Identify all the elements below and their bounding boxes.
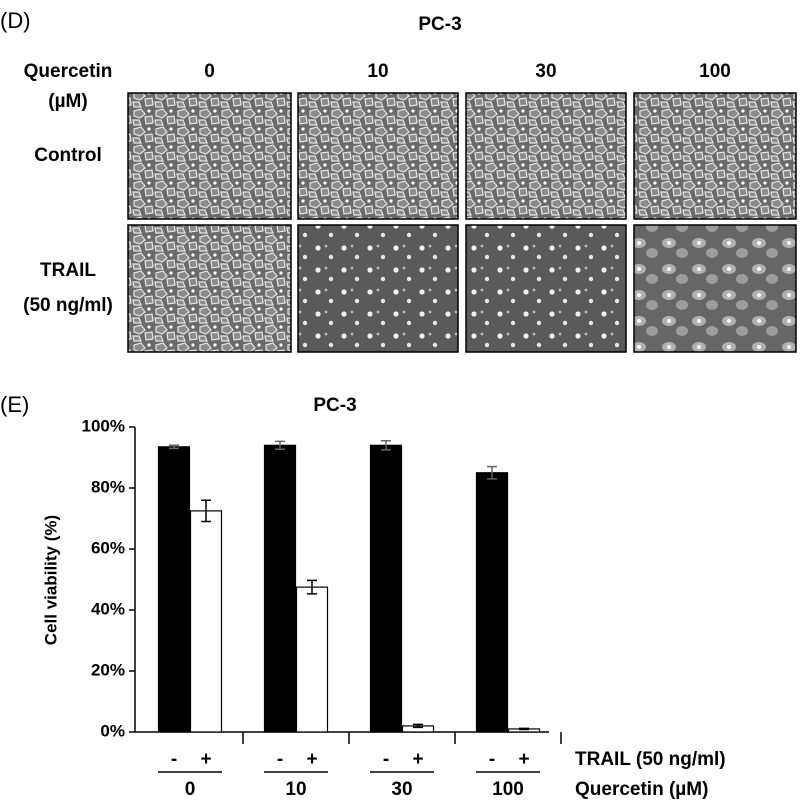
micrograph xyxy=(633,92,797,220)
bar xyxy=(157,446,191,733)
error-bar xyxy=(169,444,179,450)
x-tick-label: 0 xyxy=(185,779,196,800)
y-tick-label: 40% xyxy=(91,599,125,618)
micrograph xyxy=(465,224,627,353)
error-bar xyxy=(307,579,317,595)
bar xyxy=(295,586,329,733)
micrograph xyxy=(465,92,627,220)
error-bar xyxy=(519,727,529,731)
micrograph xyxy=(297,92,459,220)
panel-title: PC-3 xyxy=(418,14,461,35)
panel-label: (D) xyxy=(0,8,31,33)
micrograph xyxy=(633,224,797,353)
bar xyxy=(263,444,297,733)
row-label: (50 ng/ml) xyxy=(23,295,113,316)
micrograph xyxy=(127,224,292,353)
column-label: 30 xyxy=(535,61,556,82)
series-sign: + xyxy=(412,749,423,770)
error-bar xyxy=(381,439,391,451)
series-axis-label: TRAIL (50 ng/ml) xyxy=(575,749,726,770)
y-tick-label: 20% xyxy=(91,660,125,679)
x-tick-label: 30 xyxy=(391,779,412,800)
bar xyxy=(189,510,223,733)
series-sign: + xyxy=(200,749,211,770)
column-label: 0 xyxy=(204,61,215,82)
column-label: 100 xyxy=(699,61,731,82)
bar xyxy=(369,444,403,733)
series-sign: - xyxy=(171,749,177,770)
x-tick-label: 10 xyxy=(285,779,306,800)
y-tick-label: 80% xyxy=(91,477,125,496)
series-sign: - xyxy=(277,749,283,770)
series-sign: + xyxy=(306,749,317,770)
category-axis-label: Quercetin (µM) xyxy=(575,779,708,800)
y-tick-label: 60% xyxy=(91,538,125,557)
row-label: TRAIL xyxy=(40,260,96,281)
chart-title: PC-3 xyxy=(313,395,356,416)
error-bar xyxy=(487,465,497,480)
series-sign: - xyxy=(383,749,389,770)
series-sign: + xyxy=(518,749,529,770)
y-tick-label: 0% xyxy=(100,721,125,740)
x-tick-label: 100 xyxy=(492,779,524,800)
column-label: 10 xyxy=(367,61,388,82)
error-bar xyxy=(275,440,285,451)
micrograph xyxy=(127,92,292,220)
column-header: Quercetin xyxy=(24,61,113,82)
series-sign: - xyxy=(489,749,495,770)
micrograph xyxy=(297,224,459,353)
error-bar xyxy=(201,499,211,523)
bar xyxy=(475,472,509,733)
error-bar xyxy=(413,723,423,729)
column-unit: (µM) xyxy=(48,91,87,112)
panel-label: (E) xyxy=(0,392,29,417)
y-axis-label: Cell viability (%) xyxy=(41,515,60,645)
row-label: Control xyxy=(34,145,102,166)
y-tick-label: 100% xyxy=(82,416,125,435)
